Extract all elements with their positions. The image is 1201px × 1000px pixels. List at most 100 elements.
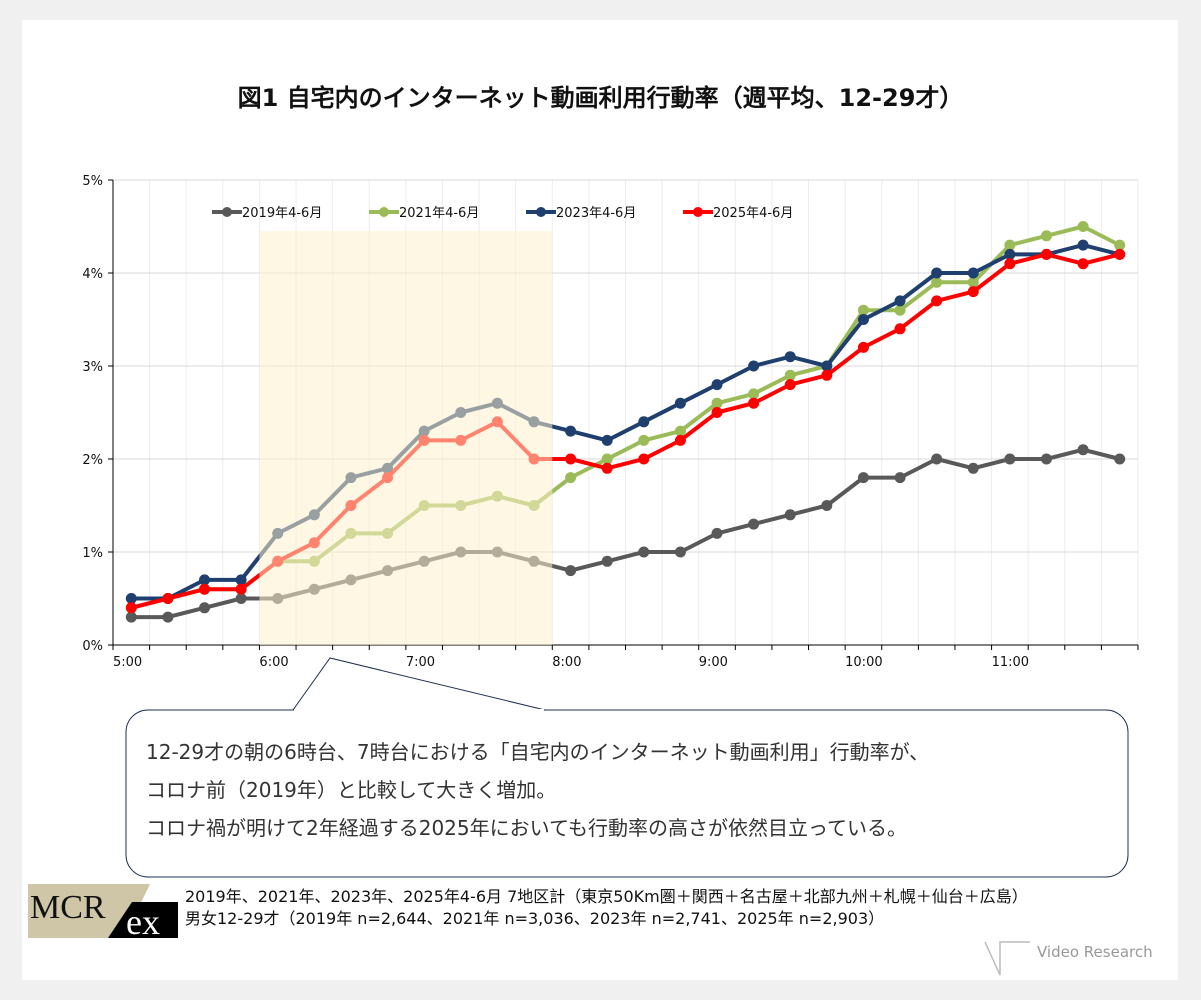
video-research-logo-mark — [984, 941, 1030, 976]
y-tick-label: 0% — [82, 639, 103, 654]
data-point — [748, 397, 760, 409]
data-point — [894, 472, 906, 484]
data-point — [1077, 444, 1089, 456]
data-point — [601, 453, 613, 465]
callout-pointer — [292, 657, 546, 711]
data-point — [162, 593, 174, 604]
data-point — [711, 397, 723, 409]
chart-title: 図1 自宅内のインターネット動画利用行動率（週平均、12-29才） — [237, 84, 964, 112]
data-point — [601, 462, 613, 474]
data-point — [1114, 248, 1126, 260]
data-point — [857, 341, 869, 353]
data-point — [784, 379, 796, 391]
data-point — [601, 555, 613, 567]
data-point — [1004, 248, 1016, 260]
data-point — [235, 574, 247, 586]
data-point — [199, 602, 211, 614]
data-point — [199, 583, 211, 595]
legend-label: 2021年4-6月 — [399, 206, 479, 221]
data-point — [967, 267, 979, 279]
data-point — [1077, 258, 1089, 270]
mcr-ex-logo: MCR ex — [28, 884, 178, 938]
data-point — [638, 434, 650, 446]
legend-marker — [379, 207, 389, 217]
data-point — [1114, 239, 1126, 251]
data-point — [1004, 239, 1016, 251]
data-point — [857, 472, 869, 484]
data-point — [821, 369, 833, 381]
data-point — [967, 462, 979, 474]
y-tick-label: 3% — [82, 360, 103, 375]
data-point — [711, 407, 723, 418]
data-point — [748, 360, 760, 372]
x-tick-label: 6:00 — [259, 655, 288, 670]
svg-text:MCR: MCR — [30, 889, 106, 926]
callout-line: コロナ禍が明けて2年経過する2025年においても行動率の高さが依然目立っている。 — [146, 816, 908, 840]
x-tick-label: 11:00 — [992, 655, 1029, 670]
data-point — [784, 351, 796, 363]
legend-label: 2025年4-6月 — [713, 206, 793, 221]
footnotes: 2019年、2021年、2023年、2025年4-6月 7地区計（東京50Km圏… — [185, 886, 1028, 930]
data-point — [162, 611, 174, 623]
data-point — [125, 611, 137, 623]
y-tick-label: 1% — [82, 546, 103, 561]
data-point — [931, 295, 943, 307]
data-point — [931, 267, 943, 279]
data-point — [857, 314, 869, 325]
brand-label: Video Research — [1037, 943, 1153, 961]
data-point — [967, 286, 979, 298]
data-point — [638, 416, 650, 428]
callout-line: 12-29才の朝の6時台、7時台における「自宅内のインターネット動画利用」行動率… — [146, 740, 930, 764]
y-tick-label: 4% — [82, 267, 103, 282]
y-tick-label: 2% — [82, 453, 103, 468]
data-point — [931, 453, 943, 465]
data-point — [1040, 230, 1052, 242]
x-tick-label: 5:00 — [113, 655, 142, 670]
data-point — [601, 434, 613, 446]
svg-text:ex: ex — [126, 902, 160, 938]
data-point — [894, 304, 906, 316]
y-tick-label: 5% — [82, 174, 103, 189]
callout-text: 12-29才の朝の6時台、7時台における「自宅内のインターネット動画利用」行動率… — [146, 733, 929, 847]
data-point — [967, 276, 979, 288]
data-point — [711, 527, 723, 539]
x-tick-label: 8:00 — [552, 655, 581, 670]
data-point — [565, 425, 577, 437]
data-point — [199, 574, 211, 586]
highlight-band — [259, 231, 553, 645]
data-point — [1077, 239, 1089, 251]
legend-label: 2019年4-6月 — [242, 206, 322, 221]
data-point — [894, 295, 906, 307]
callout-box — [125, 709, 1129, 878]
legend-marker — [693, 207, 703, 217]
data-point — [674, 546, 686, 558]
data-point — [674, 434, 686, 446]
x-tick-label: 10:00 — [845, 655, 882, 670]
data-point — [638, 546, 650, 558]
data-point — [235, 593, 247, 604]
x-tick-label: 9:00 — [699, 655, 728, 670]
data-point — [1004, 453, 1016, 465]
data-point — [857, 304, 869, 316]
data-point — [638, 453, 650, 465]
data-point — [125, 602, 137, 614]
data-point — [711, 379, 723, 391]
data-point — [565, 453, 577, 465]
data-point — [1040, 453, 1052, 465]
data-point — [565, 565, 577, 577]
data-point — [784, 369, 796, 381]
data-point — [821, 500, 833, 511]
data-point — [1114, 453, 1126, 465]
footnote-line: 男女12-29才（2019年 n=2,644、2021年 n=3,036、202… — [185, 909, 885, 928]
data-point — [748, 518, 760, 530]
footnote-line: 2019年、2021年、2023年、2025年4-6月 7地区計（東京50Km圏… — [185, 887, 1028, 906]
data-point — [748, 388, 760, 400]
data-point — [1004, 258, 1016, 270]
data-point — [821, 360, 833, 372]
legend-marker — [536, 207, 546, 217]
data-point — [674, 397, 686, 409]
legend-marker — [222, 207, 232, 217]
data-point — [674, 425, 686, 437]
data-point — [931, 276, 943, 288]
